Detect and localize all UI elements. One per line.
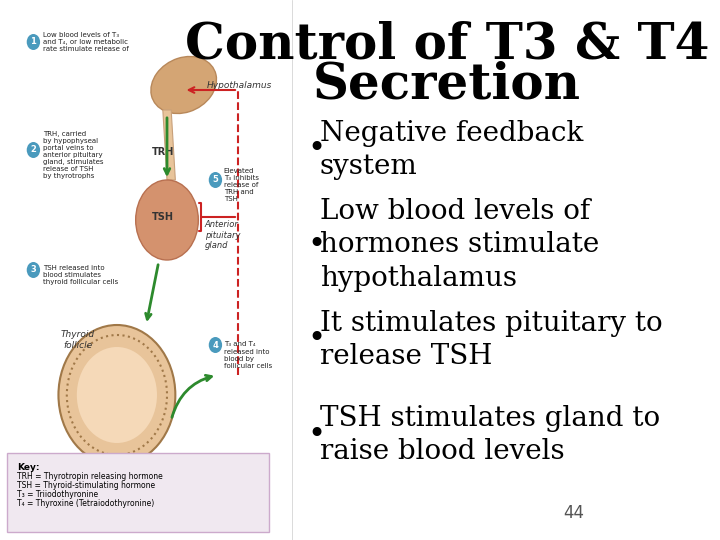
Text: •: • [307, 230, 325, 260]
Text: Elevated
T₃ inhibits
release of
TRH and
TSH: Elevated T₃ inhibits release of TRH and … [224, 168, 258, 202]
Circle shape [58, 325, 176, 465]
FancyBboxPatch shape [0, 0, 288, 540]
Text: TSH = Thyroid-stimulating hormone: TSH = Thyroid-stimulating hormone [17, 481, 155, 490]
Text: 2: 2 [30, 145, 36, 154]
Text: Anterior
pituitary
gland: Anterior pituitary gland [204, 220, 240, 250]
Text: TRH = Thyrotropin releasing hormone: TRH = Thyrotropin releasing hormone [17, 472, 163, 481]
Text: •: • [307, 134, 325, 165]
Text: Thyroid
follicle: Thyroid follicle [60, 330, 95, 350]
Text: 5: 5 [212, 176, 218, 185]
Text: 1: 1 [30, 37, 36, 46]
Text: Low blood levels of T₃
and T₄, or low metabolic
rate stimulate release of: Low blood levels of T₃ and T₄, or low me… [43, 32, 130, 52]
Text: •: • [307, 420, 325, 450]
Text: T₃ and T₄
released into
blood by
follicular cells: T₃ and T₄ released into blood by follicu… [224, 341, 272, 368]
Text: Key:: Key: [17, 463, 39, 472]
Text: TSH stimulates gland to
raise blood levels: TSH stimulates gland to raise blood leve… [320, 405, 660, 465]
Ellipse shape [151, 57, 217, 113]
Circle shape [27, 34, 40, 50]
Text: It stimulates pituitary to
release TSH: It stimulates pituitary to release TSH [320, 310, 662, 370]
Text: 44: 44 [564, 504, 585, 522]
Circle shape [27, 262, 40, 278]
Text: •: • [307, 325, 325, 355]
Ellipse shape [135, 180, 198, 260]
Polygon shape [163, 110, 176, 180]
Text: T₄ = Thyroxine (Tetraiodothyronine): T₄ = Thyroxine (Tetraiodothyronine) [17, 499, 154, 508]
Circle shape [209, 172, 222, 188]
Text: T₃ = Triiodothyronine: T₃ = Triiodothyronine [17, 490, 98, 499]
Text: Control of T3 & T4: Control of T3 & T4 [184, 21, 709, 70]
Text: 3: 3 [30, 266, 36, 274]
Text: Negative feedback
system: Negative feedback system [320, 120, 583, 180]
Circle shape [209, 337, 222, 353]
Text: Low blood levels of
hormones stimulate
hypothalamus: Low blood levels of hormones stimulate h… [320, 198, 599, 292]
Text: Secretion: Secretion [312, 60, 581, 110]
Text: Hypothalamus: Hypothalamus [207, 80, 272, 90]
Text: 4: 4 [212, 341, 218, 349]
Text: TSH released into
blood stimulates
thyroid follicular cells: TSH released into blood stimulates thyro… [43, 265, 119, 285]
FancyBboxPatch shape [6, 453, 269, 532]
Text: TSH: TSH [152, 212, 174, 222]
Text: TRH, carried
by hypophyseal
portal veins to
anterior pituitary
gland, stimulates: TRH, carried by hypophyseal portal veins… [43, 131, 104, 179]
Circle shape [77, 347, 157, 443]
Circle shape [27, 142, 40, 158]
Text: TRH: TRH [152, 147, 174, 157]
